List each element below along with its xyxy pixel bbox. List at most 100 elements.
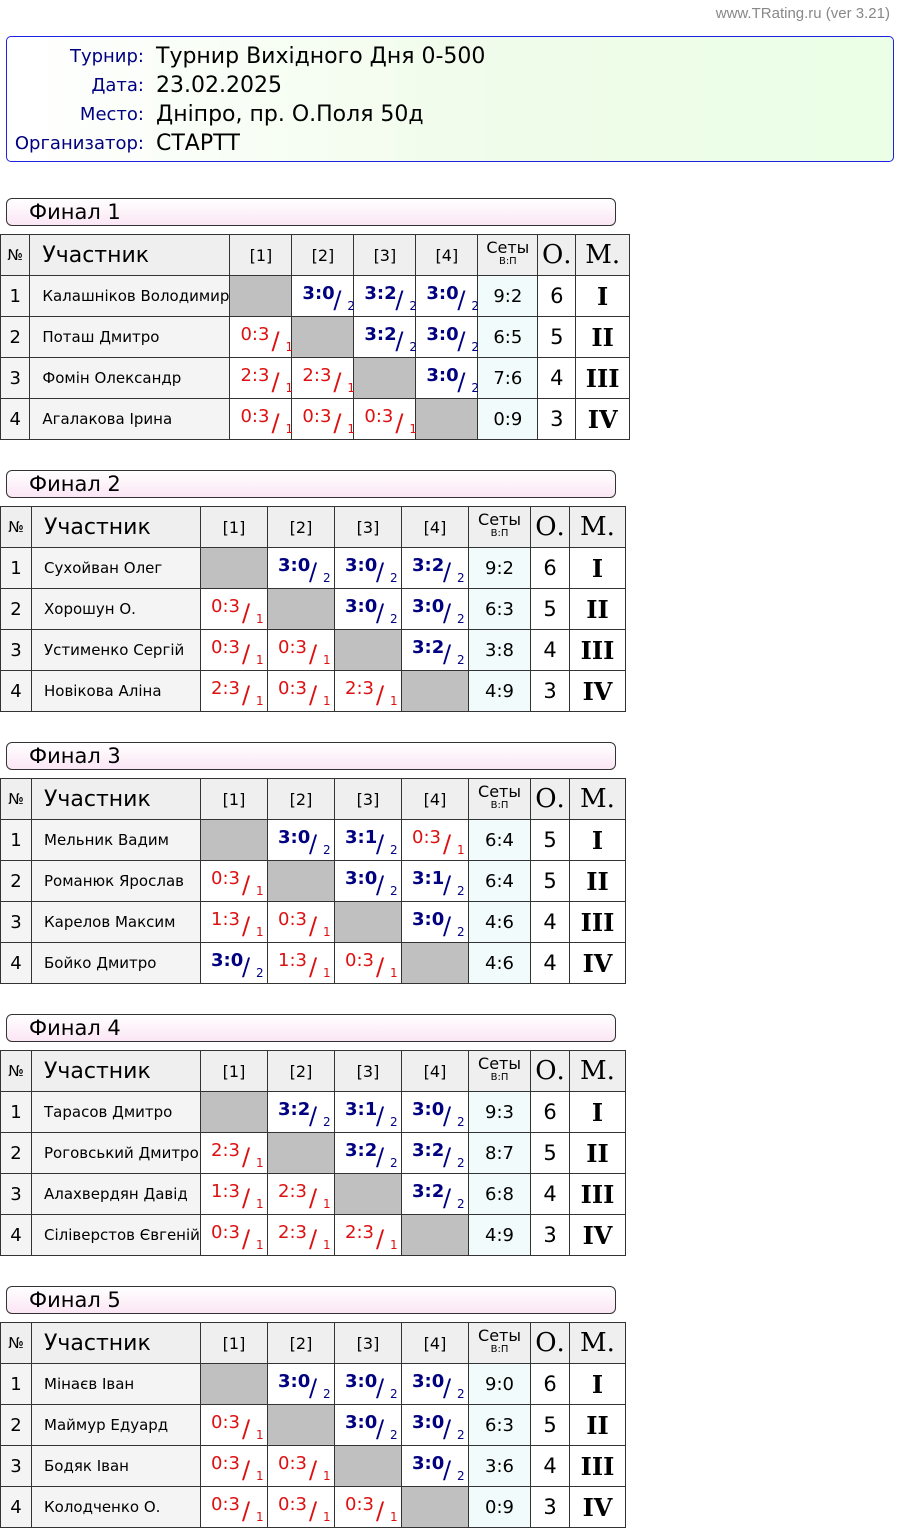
sets-ratio: 0:9 (477, 398, 539, 440)
match-result-cell: 3:2/ 2 (353, 275, 417, 317)
separator: / (242, 871, 251, 899)
match-points: 1 (256, 1469, 264, 1483)
participant-name[interactable]: Мінаєв Іван (31, 1363, 201, 1405)
header-opponent-col: [2] (267, 1322, 335, 1364)
row-number: 3 (0, 629, 32, 671)
match-points: 2 (457, 884, 465, 898)
header-opponent-col: [4] (401, 1050, 469, 1092)
participant-name[interactable]: Фомін Олександр (29, 357, 231, 399)
match-points: 2 (256, 966, 264, 980)
participant-name[interactable]: Новікова Аліна (31, 670, 201, 712)
header-opponent-col: [3] (334, 506, 402, 548)
participant-name[interactable]: Романюк Ярослав (31, 860, 201, 902)
sets-ratio: 0:9 (468, 1486, 531, 1528)
participant-name[interactable]: Агалакова Ірина (29, 398, 231, 440)
header-sets: Сеты В:П (468, 778, 531, 820)
participant-name[interactable]: Сухойван Олег (31, 547, 201, 589)
match-score: 1:3 (278, 950, 307, 971)
header-row: № Участник [1] [2] [3] [4] Сеты В:П О. М. (0, 1322, 626, 1364)
group-title: Финал 5 (6, 1286, 616, 1314)
match-points: 2 (390, 1428, 398, 1442)
match-points: 1 (323, 1238, 331, 1252)
participant-name[interactable]: Алахвердян Давід (31, 1173, 201, 1215)
group-title: Финал 3 (6, 742, 616, 770)
sets-ratio: 6:3 (468, 588, 531, 630)
participant-name[interactable]: Маймур Едуард (31, 1404, 201, 1446)
participant-name[interactable]: Мельник Вадим (31, 819, 201, 861)
final-place: IV (575, 398, 630, 440)
match-score: 3:0 (278, 1371, 311, 1392)
participant-name[interactable]: Хорошун О. (31, 588, 201, 630)
match-result-cell: 3:0/ 2 (334, 547, 402, 589)
match-score: 3:0 (426, 324, 459, 345)
row-number: 3 (0, 1173, 32, 1215)
match-score: 0:3 (211, 1222, 240, 1243)
match-result-cell: 3:0/ 2 (401, 588, 469, 630)
participant-name[interactable]: Поташ Дмитро (29, 316, 231, 358)
self-match-cell (334, 1173, 402, 1215)
separator: / (376, 681, 385, 709)
table-row: 1 Сухойван Олег 3:0/2 3:0/2 3:2/2 9:2 6 I (0, 547, 626, 589)
separator: / (443, 558, 452, 586)
participant-name[interactable]: Устименко Сергій (31, 629, 201, 671)
table-row: 2 Романюк Ярослав 0:3/1 3:0/2 3:1/2 6:4 5… (0, 860, 626, 902)
table-row: 3 Алахвердян Давід 1:3/1 2:3/1 3:2/2 6:8 … (0, 1173, 626, 1215)
self-match-cell (267, 860, 335, 902)
match-points: 2 (390, 571, 398, 585)
match-points: 2 (323, 1115, 331, 1129)
participant-name[interactable]: Бойко Дмитро (31, 942, 201, 984)
self-match-cell (334, 901, 402, 943)
sets-ratio: 4:9 (468, 670, 531, 712)
match-points: 1 (323, 1197, 331, 1211)
match-result-cell: 3:0/ 2 (401, 1363, 469, 1405)
row-number: 4 (0, 1214, 32, 1256)
participant-name[interactable]: Калашніков Володимир (29, 275, 231, 317)
table-row: 1 Калашніков Володимир 3:0/2 3:2/2 3:0/2… (0, 275, 630, 317)
group-table: № Участник [1] [2] [3] [4] Сеты В:П О. М. 1 Мі… (0, 1322, 626, 1528)
header-sets-sub: В:П (490, 1344, 509, 1355)
match-score: 3:0 (345, 1371, 378, 1392)
separator: / (333, 368, 342, 396)
sets-ratio: 4:6 (468, 901, 531, 943)
match-result-cell: 2:3/ 1 (334, 1214, 402, 1256)
participant-name[interactable]: Роговський Дмитро (31, 1132, 201, 1174)
separator: / (443, 1374, 452, 1402)
total-points: 3 (530, 1214, 570, 1256)
sets-ratio: 9:2 (477, 275, 539, 317)
header-place: М. (569, 506, 626, 548)
table-row: 3 Устименко Сергій 0:3/1 0:3/1 3:2/2 3:8 … (0, 629, 626, 671)
participant-name[interactable]: Бодяк Іван (31, 1445, 201, 1487)
separator: / (309, 1225, 318, 1253)
header-opponent-col: [2] (291, 234, 355, 276)
header-row: № Участник [1] [2] [3] [4] Сеты В:П О. М. (0, 234, 630, 276)
separator: / (242, 1225, 251, 1253)
match-result-cell: 0:3/ 1 (229, 316, 293, 358)
participant-name[interactable]: Сіліверстов Євгеній (31, 1214, 201, 1256)
match-points: 1 (347, 422, 356, 436)
version-link[interactable]: www.TRating.ru (ver 3.21) (715, 5, 890, 22)
match-score: 3:0 (426, 283, 459, 304)
separator: / (242, 1415, 251, 1443)
match-points: 2 (457, 1156, 465, 1170)
final-place: III (569, 1173, 626, 1215)
self-match-cell (200, 1363, 268, 1405)
participant-name[interactable]: Карелов Максим (31, 901, 201, 943)
separator: / (376, 1415, 385, 1443)
match-result-cell: 3:0/ 2 (267, 547, 335, 589)
total-points: 5 (530, 588, 570, 630)
match-score: 1:3 (211, 1181, 240, 1202)
match-points: 1 (323, 925, 331, 939)
total-points: 4 (530, 942, 570, 984)
match-score: 3:2 (364, 324, 397, 345)
total-points: 3 (537, 398, 577, 440)
header-sets: Сеты В:П (468, 1322, 531, 1364)
participant-name[interactable]: Тарасов Дмитро (31, 1091, 201, 1133)
match-score: 3:0 (278, 827, 311, 848)
header-place: М. (569, 1322, 626, 1364)
tournament-info-panel: Турнир: Турнир Вихідного Дня 0-500 Дата:… (6, 36, 894, 162)
separator: / (443, 1456, 452, 1484)
info-value: Дніпро, пр. О.Поля 50д (156, 102, 424, 127)
participant-name[interactable]: Колодченко О. (31, 1486, 201, 1528)
table-row: 2 Поташ Дмитро 0:3/1 3:2/2 3:0/2 6:5 5 II (0, 316, 630, 358)
match-result-cell: 3:0/ 2 (267, 1363, 335, 1405)
